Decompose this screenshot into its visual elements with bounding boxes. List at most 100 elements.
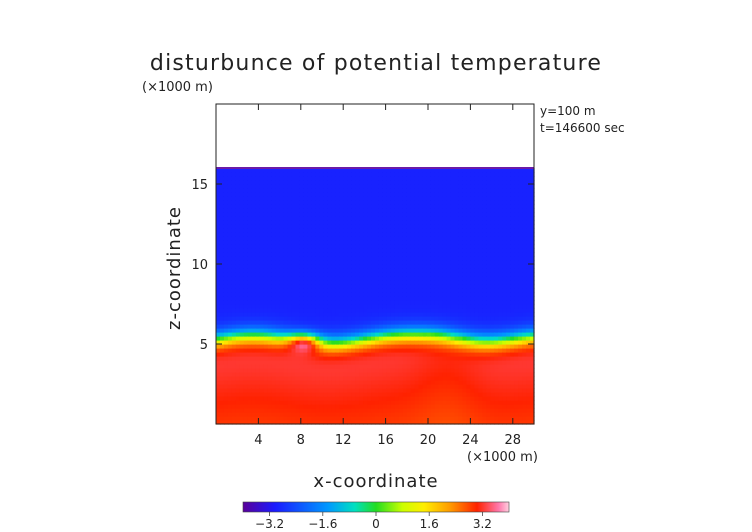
heatmap-cell bbox=[243, 296, 249, 301]
heatmap-cell bbox=[231, 188, 237, 193]
heatmap-cell bbox=[394, 260, 400, 265]
heatmap-cell bbox=[227, 196, 233, 201]
heatmap-cell bbox=[255, 412, 261, 417]
heatmap-cell bbox=[462, 400, 468, 405]
heatmap-cell bbox=[510, 300, 515, 305]
heatmap-cell bbox=[454, 364, 460, 369]
heatmap-cell bbox=[458, 276, 464, 281]
heatmap-cell bbox=[247, 172, 253, 177]
heatmap-cell bbox=[438, 404, 444, 409]
heatmap-cell bbox=[275, 328, 281, 333]
heatmap-cell bbox=[307, 208, 312, 213]
heatmap-cell bbox=[351, 360, 356, 365]
heatmap-cell bbox=[446, 340, 452, 345]
heatmap-cell bbox=[295, 308, 301, 313]
heatmap-cell bbox=[375, 232, 380, 237]
heatmap-cell bbox=[335, 384, 340, 389]
heatmap-cell bbox=[267, 208, 273, 213]
heatmap-cell bbox=[390, 368, 396, 373]
heatmap-cell bbox=[450, 168, 456, 173]
heatmap-cell bbox=[299, 208, 305, 213]
heatmap-cell bbox=[339, 264, 344, 269]
heatmap-cell bbox=[275, 316, 281, 321]
heatmap-cell bbox=[239, 364, 245, 369]
heatmap-cell bbox=[426, 384, 432, 389]
heatmap-cell bbox=[351, 268, 356, 273]
heatmap-cell bbox=[498, 412, 503, 417]
heatmap-cell bbox=[219, 272, 225, 277]
heatmap-cell bbox=[343, 336, 348, 341]
heatmap-cell bbox=[315, 340, 320, 345]
heatmap-cell bbox=[426, 364, 432, 369]
heatmap-cell bbox=[359, 368, 364, 373]
heatmap-cell bbox=[359, 188, 364, 193]
heatmap-cell bbox=[402, 380, 408, 385]
heatmap-cell bbox=[351, 396, 356, 401]
heatmap-cell bbox=[438, 240, 444, 245]
heatmap-cell bbox=[378, 332, 384, 337]
heatmap-cell bbox=[510, 376, 515, 381]
heatmap-cell bbox=[216, 180, 221, 185]
heatmap-cell bbox=[498, 388, 503, 393]
heatmap-cell bbox=[466, 176, 471, 181]
heatmap-cell bbox=[251, 188, 257, 193]
heatmap-cell bbox=[271, 208, 277, 213]
heatmap-cell bbox=[227, 284, 233, 289]
heatmap-cell bbox=[363, 360, 368, 365]
heatmap-cell bbox=[502, 336, 507, 341]
heatmap-cell bbox=[287, 380, 293, 385]
heatmap-cell bbox=[323, 336, 328, 341]
heatmap-cell bbox=[518, 208, 523, 213]
heatmap-cell bbox=[239, 384, 245, 389]
heatmap-cell bbox=[299, 236, 305, 241]
heatmap-cell bbox=[315, 232, 320, 237]
heatmap-cell bbox=[382, 352, 388, 357]
heatmap-cell bbox=[327, 176, 332, 181]
heatmap-cell bbox=[398, 264, 404, 269]
heatmap-cell bbox=[510, 252, 515, 257]
heatmap-cell bbox=[394, 388, 400, 393]
heatmap-cell bbox=[259, 352, 265, 357]
heatmap-cell bbox=[359, 400, 364, 405]
heatmap-cell bbox=[454, 408, 460, 413]
heatmap-cell bbox=[259, 388, 265, 393]
heatmap-cell bbox=[223, 192, 229, 197]
heatmap-cell bbox=[291, 304, 297, 309]
heatmap-cell bbox=[422, 176, 428, 181]
heatmap-cell bbox=[510, 284, 515, 289]
heatmap-cell bbox=[279, 336, 285, 341]
heatmap-cell bbox=[323, 176, 328, 181]
heatmap-cell bbox=[498, 252, 503, 257]
heatmap-cell bbox=[442, 196, 448, 201]
heatmap-cell bbox=[339, 220, 344, 225]
heatmap-cell bbox=[335, 248, 340, 253]
heatmap-cell bbox=[398, 168, 404, 173]
heatmap-cell bbox=[390, 352, 396, 357]
heatmap-cell bbox=[434, 404, 440, 409]
heatmap-cell bbox=[295, 292, 301, 297]
heatmap-cell bbox=[355, 356, 360, 361]
heatmap-cell bbox=[323, 168, 328, 173]
heatmap-cell bbox=[275, 348, 281, 353]
heatmap-cell bbox=[394, 224, 400, 229]
heatmap-cell bbox=[375, 420, 380, 425]
heatmap-cell bbox=[494, 404, 499, 409]
heatmap-cell bbox=[498, 340, 503, 345]
heatmap-cell bbox=[394, 316, 400, 321]
heatmap-cell bbox=[347, 352, 352, 357]
heatmap-cell bbox=[454, 176, 460, 181]
heatmap-cell bbox=[426, 200, 432, 205]
heatmap-cell bbox=[446, 400, 452, 405]
heatmap-cell bbox=[446, 240, 452, 245]
heatmap-cell bbox=[311, 248, 316, 253]
heatmap-cell bbox=[470, 388, 475, 393]
heatmap-cell bbox=[371, 316, 376, 321]
heatmap-cell bbox=[490, 312, 495, 317]
heatmap-cell bbox=[454, 344, 460, 349]
heatmap-cell bbox=[275, 388, 281, 393]
heatmap-cell bbox=[494, 280, 499, 285]
heatmap-cell bbox=[406, 216, 412, 221]
heatmap-cell bbox=[498, 312, 503, 317]
heatmap-cell bbox=[482, 232, 487, 237]
heatmap-cell bbox=[331, 368, 336, 373]
